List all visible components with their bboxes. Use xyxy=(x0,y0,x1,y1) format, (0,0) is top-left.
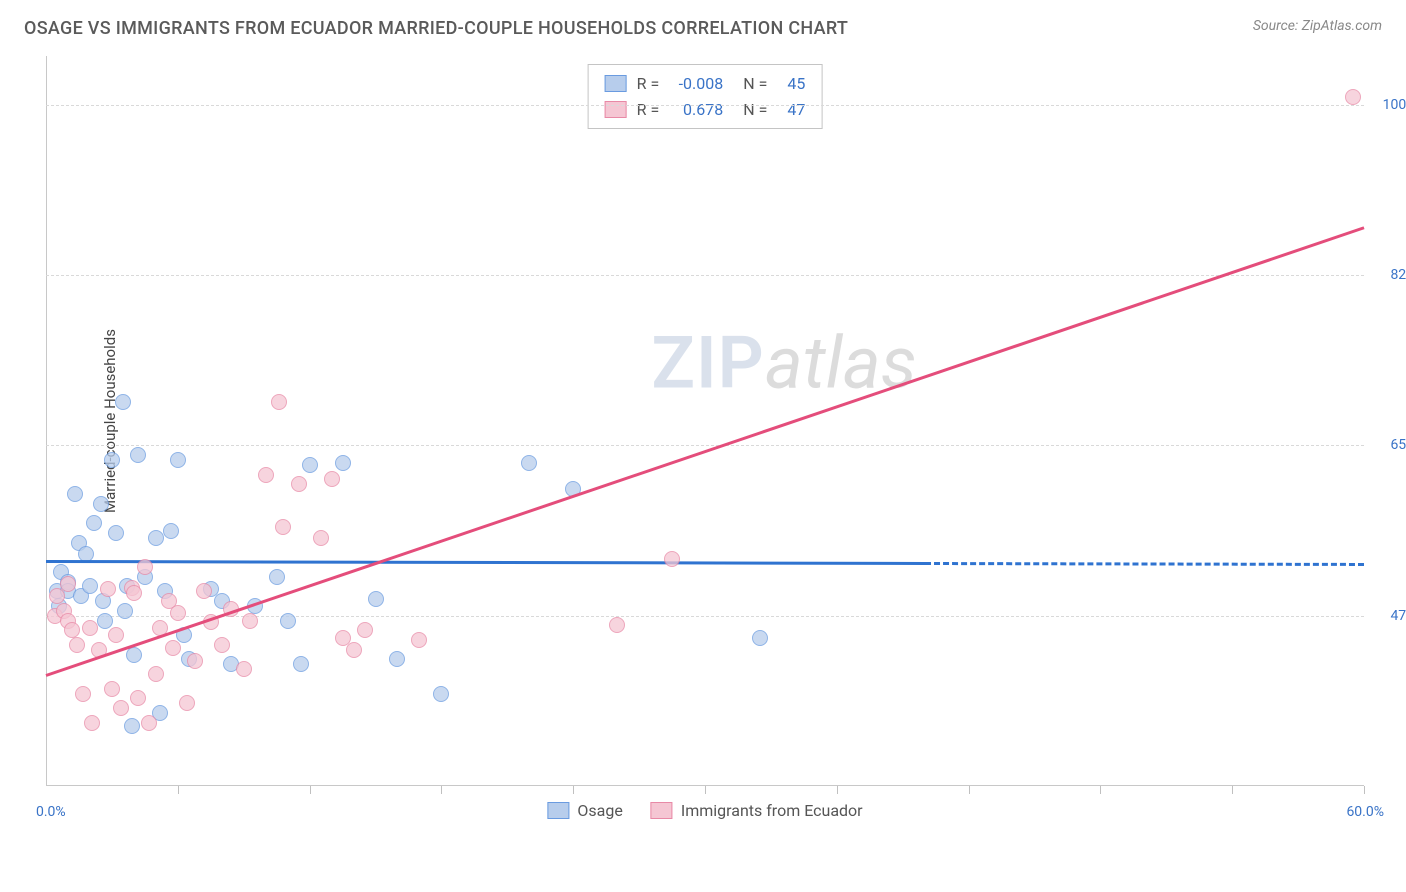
legend-label: Osage xyxy=(577,801,622,820)
data-point xyxy=(196,583,212,599)
x-tick xyxy=(969,786,970,794)
y-tick-label: 100.0% xyxy=(1383,97,1406,113)
data-point xyxy=(148,530,164,546)
x-tick xyxy=(441,786,442,794)
data-point xyxy=(148,666,164,682)
data-point xyxy=(113,700,129,716)
legend-item: Immigrants from Ecuador xyxy=(651,801,863,820)
data-point xyxy=(108,627,124,643)
data-point xyxy=(75,686,91,702)
data-point xyxy=(302,457,318,473)
data-point xyxy=(137,559,153,575)
data-point xyxy=(280,613,296,629)
stats-row: R =-0.008N =45 xyxy=(605,71,806,97)
data-point xyxy=(130,447,146,463)
data-point xyxy=(258,467,274,483)
data-point xyxy=(170,452,186,468)
grid-line xyxy=(46,105,1364,106)
data-point xyxy=(69,637,85,653)
data-point xyxy=(86,515,102,531)
data-point xyxy=(82,620,98,636)
data-point xyxy=(108,525,124,541)
data-point xyxy=(104,681,120,697)
correlation-chart: Married-couple Households ZIPatlas R =-0… xyxy=(46,56,1364,786)
data-point xyxy=(411,632,427,648)
legend-swatch xyxy=(547,802,569,819)
data-point xyxy=(187,653,203,669)
x-tick xyxy=(573,786,574,794)
data-point xyxy=(64,622,80,638)
data-point xyxy=(609,617,625,633)
data-point xyxy=(433,686,449,702)
trend-line xyxy=(925,562,1364,566)
data-point xyxy=(97,613,113,629)
trend-line xyxy=(46,560,925,565)
data-point xyxy=(346,642,362,658)
trend-line xyxy=(46,226,1365,677)
data-point xyxy=(335,455,351,471)
x-tick xyxy=(1364,786,1365,794)
data-point xyxy=(124,718,140,734)
data-point xyxy=(324,471,340,487)
data-point xyxy=(130,690,146,706)
data-point xyxy=(242,613,258,629)
chart-title: OSAGE VS IMMIGRANTS FROM ECUADOR MARRIED… xyxy=(24,18,848,39)
legend-label: Immigrants from Ecuador xyxy=(681,801,863,820)
data-point xyxy=(100,581,116,597)
data-point xyxy=(521,455,537,471)
plot-area: ZIPatlas R =-0.008N =45R =0.678N =47 47.… xyxy=(46,56,1364,786)
data-point xyxy=(60,576,76,592)
data-point xyxy=(165,640,181,656)
grid-line xyxy=(46,275,1364,276)
data-point xyxy=(291,476,307,492)
legend-swatch xyxy=(605,75,627,92)
data-point xyxy=(67,486,83,502)
data-point xyxy=(236,661,252,677)
data-point xyxy=(93,496,109,512)
data-point xyxy=(104,452,120,468)
data-point xyxy=(49,588,65,604)
data-point xyxy=(163,523,179,539)
x-axis-min-label: 0.0% xyxy=(36,804,66,820)
x-tick xyxy=(837,786,838,794)
source-attribution: Source: ZipAtlas.com xyxy=(1253,18,1382,34)
x-axis-max-label: 60.0% xyxy=(1346,804,1384,820)
data-point xyxy=(115,394,131,410)
y-tick-label: 65.0% xyxy=(1390,437,1406,453)
data-point xyxy=(84,715,100,731)
series-legend: Osage Immigrants from Ecuador xyxy=(547,801,862,820)
data-point xyxy=(170,605,186,621)
x-tick xyxy=(1232,786,1233,794)
stats-row: R =0.678N =47 xyxy=(605,97,806,123)
data-point xyxy=(389,651,405,667)
data-point xyxy=(357,622,373,638)
data-point xyxy=(664,551,680,567)
data-point xyxy=(126,585,142,601)
legend-swatch xyxy=(605,101,627,118)
data-point xyxy=(275,519,291,535)
data-point xyxy=(214,637,230,653)
data-point xyxy=(269,569,285,585)
data-point xyxy=(82,578,98,594)
legend-swatch xyxy=(651,802,673,819)
data-point xyxy=(1345,89,1361,105)
data-point xyxy=(313,530,329,546)
x-tick xyxy=(310,786,311,794)
y-tick-label: 82.5% xyxy=(1390,267,1406,283)
grid-line xyxy=(46,445,1364,446)
data-point xyxy=(752,630,768,646)
data-point xyxy=(141,715,157,731)
data-point xyxy=(293,656,309,672)
x-tick xyxy=(1100,786,1101,794)
data-point xyxy=(271,394,287,410)
x-tick xyxy=(705,786,706,794)
y-tick-label: 47.5% xyxy=(1390,608,1406,624)
stats-legend: R =-0.008N =45R =0.678N =47 xyxy=(588,64,823,129)
data-point xyxy=(179,695,195,711)
legend-item: Osage xyxy=(547,801,622,820)
x-tick xyxy=(178,786,179,794)
data-point xyxy=(117,603,133,619)
data-point xyxy=(368,591,384,607)
